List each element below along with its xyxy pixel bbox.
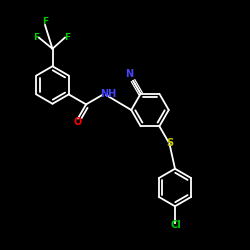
- Text: O: O: [74, 117, 82, 127]
- Text: F: F: [64, 33, 70, 42]
- Text: F: F: [42, 17, 48, 26]
- Text: F: F: [33, 33, 39, 42]
- Text: Cl: Cl: [171, 220, 181, 230]
- Text: N: N: [125, 69, 134, 79]
- Text: S: S: [166, 138, 173, 148]
- Text: NH: NH: [100, 89, 116, 99]
